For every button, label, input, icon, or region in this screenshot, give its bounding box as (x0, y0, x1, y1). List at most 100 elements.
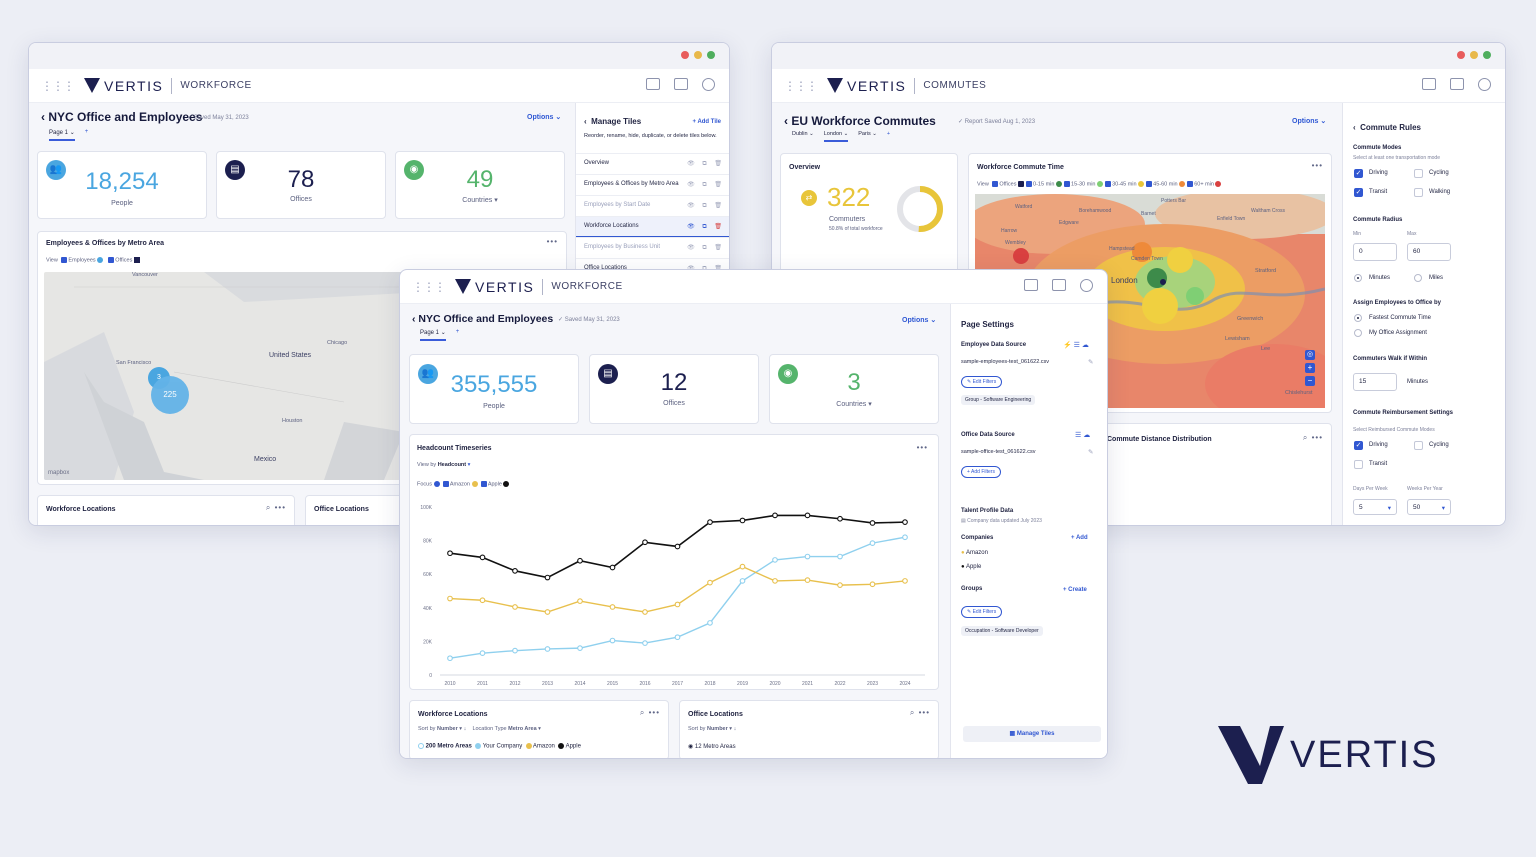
logo-text: VERTIS (104, 77, 164, 94)
search-icon[interactable]: ⌕ ••• (639, 708, 660, 717)
legend-checkbox[interactable] (1145, 181, 1152, 187)
y-tick-label: 80K (423, 539, 433, 545)
zoom-in-button[interactable]: + (1305, 363, 1315, 373)
fastest-radio[interactable] (1354, 314, 1362, 322)
transit-checkbox[interactable]: ✓ (1354, 188, 1363, 197)
legend-checkbox[interactable] (991, 181, 998, 187)
locate-icon[interactable]: ◎ (1305, 350, 1315, 360)
create-group-button[interactable]: + Create (1063, 587, 1087, 593)
reimb-transit-checkbox[interactable] (1354, 460, 1363, 469)
tab-dublin[interactable]: Dublin ⌄ (792, 131, 814, 137)
weeks-select[interactable]: 50 ▾ (1407, 499, 1451, 515)
map-cluster[interactable]: 225 (151, 376, 189, 414)
edit-icon[interactable]: ✎ (1088, 359, 1094, 366)
reimb-driving-checkbox[interactable]: ✓ (1354, 441, 1363, 450)
more-icon[interactable]: ••• (916, 443, 928, 452)
close-dot[interactable] (681, 51, 689, 59)
kpi-label[interactable]: Countries ▾ (462, 197, 498, 204)
gear-icon[interactable] (702, 78, 715, 91)
search-icon[interactable]: ⌕ ••• (1302, 433, 1323, 442)
maximize-dot[interactable] (707, 51, 715, 59)
tile-row[interactable]: Employees by Start Date 👁 ⧉ 🗑 (576, 195, 729, 216)
tile-row[interactable]: Employees & Offices by Metro Area 👁 ⧉ 🗑 (576, 174, 729, 195)
office-file: sample-office-test_061622.csv (961, 449, 1036, 455)
data-point (512, 647, 518, 654)
source-action-icons[interactable]: ⚡ ☰ ☁ (1063, 342, 1089, 349)
tab-page-1[interactable]: Page 1 ⌄ (49, 129, 75, 141)
panel-title: ‹ Manage Tiles (584, 117, 642, 126)
section-sub: Select Reimbursed Commute Modes (1353, 427, 1435, 433)
add-tab-button[interactable]: + (455, 329, 460, 335)
legend-checkbox[interactable] (1063, 181, 1070, 187)
options-button[interactable]: Options ⌄ (527, 114, 562, 121)
app-grid-icon[interactable]: ⋮⋮⋮ (41, 78, 75, 93)
cycling-checkbox[interactable] (1414, 169, 1423, 178)
manage-tiles-button[interactable]: ▦ Manage Tiles (963, 726, 1101, 742)
options-button[interactable]: Options ⌄ (1292, 118, 1327, 125)
more-icon[interactable]: ••• (1311, 161, 1323, 170)
minimize-dot[interactable] (694, 51, 702, 59)
min-input[interactable]: 0 (1353, 243, 1397, 261)
data-point (609, 564, 616, 571)
folder-icon[interactable] (1422, 78, 1436, 90)
y-tick-label: 20K (423, 639, 433, 645)
sort-select[interactable]: Sort by Number ▾ ↓ Location Type Metro A… (418, 726, 541, 732)
place-label: Greenwich (1237, 316, 1264, 322)
add-tab-button[interactable]: + (886, 131, 891, 137)
add-company-button[interactable]: + Add (1071, 535, 1088, 541)
search-icon[interactable]: ⌕ ••• (265, 503, 286, 512)
walking-checkbox[interactable] (1414, 188, 1423, 197)
legend-label: Offices (999, 181, 1017, 188)
driving-checkbox[interactable]: ✓ (1354, 169, 1363, 178)
zoom-out-button[interactable]: − (1305, 376, 1315, 386)
minutes-radio[interactable] (1354, 274, 1362, 282)
tile-row[interactable]: Overview 👁 ⧉ 🗑 (576, 153, 729, 174)
maximize-dot[interactable] (1483, 51, 1491, 59)
max-input[interactable]: 60 (1407, 243, 1451, 261)
folder-icon[interactable] (1024, 279, 1038, 291)
present-icon[interactable] (674, 78, 688, 90)
edit-icon[interactable]: ✎ (1088, 449, 1094, 456)
add-tab-button[interactable]: + (84, 129, 89, 135)
app-bar: ⋮⋮⋮ VERTIS Workforce (29, 69, 729, 103)
folder-icon[interactable] (646, 78, 660, 90)
legend-checkbox[interactable] (1104, 181, 1111, 187)
edit-filters-button[interactable]: ✎ Edit Filters (961, 606, 1003, 618)
tab-page-1[interactable]: Page 1 ⌄ (420, 329, 446, 341)
legend-checkbox[interactable] (1186, 181, 1193, 187)
gear-icon[interactable] (1080, 279, 1093, 292)
app-grid-icon[interactable]: ⋮⋮⋮ (784, 78, 818, 93)
edit-filters-button[interactable]: ✎ Edit Filters (961, 376, 1003, 388)
tile-row[interactable]: Employees by Business Unit 👁 ⧉ 🗑 (576, 237, 729, 258)
days-select[interactable]: 5 ▾ (1353, 499, 1397, 515)
data-point (837, 515, 843, 522)
walk-input[interactable]: 15 (1353, 373, 1397, 391)
tab-paris[interactable]: Paris ⌄ (858, 131, 877, 137)
tile-title: Commute Distance Distribution (1107, 436, 1212, 443)
sort-select[interactable]: Sort by Number ▾ ↓ (688, 726, 737, 732)
options-button[interactable]: Options ⌄ (902, 317, 937, 324)
more-icon[interactable]: ••• (546, 237, 558, 246)
search-icon[interactable]: ⌕ ••• (909, 708, 930, 717)
data-point (772, 512, 778, 519)
minimize-dot[interactable] (1470, 51, 1478, 59)
app-grid-icon[interactable]: ⋮⋮⋮ (412, 279, 446, 294)
assignment-radio[interactable] (1354, 329, 1362, 337)
chart-title: Headcount Timeseries (417, 445, 492, 452)
company-apple: ● Apple (961, 564, 982, 570)
view-by-select[interactable]: View by Headcount ▾ (417, 462, 471, 468)
present-icon[interactable] (1052, 279, 1066, 291)
add-filters-button[interactable]: + Add Filters (961, 466, 1001, 478)
reimb-cycling-checkbox[interactable] (1414, 441, 1423, 450)
tab-london[interactable]: London ⌄ (823, 131, 849, 142)
gear-icon[interactable] (1478, 78, 1491, 91)
tile-row-selected[interactable]: Workforce Locations 👁 ⧉ 🗑 (576, 216, 729, 237)
add-tile-button[interactable]: + Add Tile (692, 119, 721, 125)
present-icon[interactable] (1450, 78, 1464, 90)
close-dot[interactable] (1457, 51, 1465, 59)
kpi-value: 3 (847, 369, 861, 396)
source-action-icons[interactable]: ☰ ☁ (1075, 432, 1091, 439)
kpi-label[interactable]: Countries ▾ (836, 401, 872, 408)
miles-radio[interactable] (1414, 274, 1422, 282)
legend-checkbox[interactable] (1025, 181, 1032, 187)
